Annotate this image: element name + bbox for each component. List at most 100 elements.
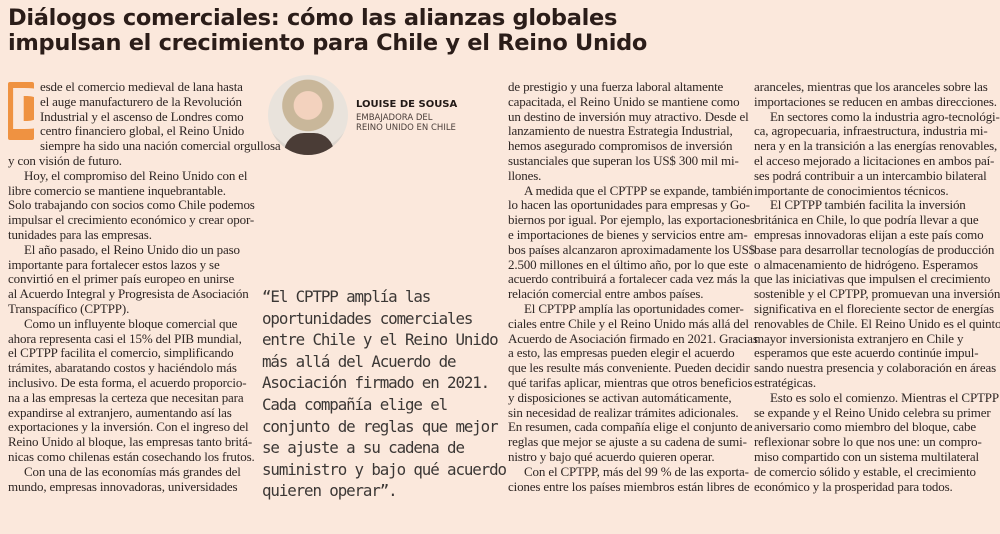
author-role: EMBAJADORA DEL REINO UNIDO EN CHILE [356, 113, 456, 133]
article-title: Diálogos comerciales: cómo las alianzas … [8, 6, 647, 56]
text-line: qué tarifas aplicar, mientras que otros … [508, 374, 753, 390]
quote-line: conjunto de reglas que mejor [262, 416, 499, 436]
drop-cap: D [8, 78, 55, 143]
text-line: bos países alcanzaron aproximadamente lo… [508, 241, 756, 257]
quote-line: más allá del Acuerdo de [262, 351, 457, 371]
paragraph: En sectores como la industria agro-tecno… [754, 108, 1000, 199]
quote-line: entre Chile y el Reino Unido [262, 330, 499, 350]
text-line: 2.500 millones en el último año, por lo … [508, 256, 749, 272]
text-line: a esto, las empresas pueden elegir el ac… [508, 345, 735, 361]
text-line: Transpacífico (CPTPP). [8, 300, 130, 316]
text-line: económico y la prosperidad para todos. [754, 478, 953, 494]
pull-quote: “El CPTPP amplía las oportunidades comerc… [262, 286, 507, 502]
text-line: reglas que mejor se ajuste a su cadena d… [508, 434, 747, 450]
text-line: Como un influyente bloque comercial que [24, 315, 238, 331]
text-line: reflexionar sobre lo que nos une: un com… [754, 434, 982, 450]
paragraph: A medida que el CPTPP se expande, tambié… [508, 183, 756, 302]
text-line: biernos por igual. Por ejemplo, las expo… [508, 212, 755, 228]
text-line: nicas como chilenas están cosechando los… [8, 448, 255, 464]
text-line: convirtió en el primer país europeo en u… [8, 271, 235, 287]
paragraph: de prestigio y una fuerza laboral altame… [508, 79, 749, 184]
text-line: centro financiero global, el Reino Unido [40, 123, 245, 139]
article-column-3: aranceles, mientras que los aranceles so… [754, 79, 1000, 494]
text-line: ses podrá contribuir a un intercambio bi… [754, 167, 987, 183]
paragraph: Con una de las economías más grandes del… [8, 463, 248, 495]
text-line: El CPTPP también facilita la inversión [770, 197, 966, 213]
quote-line: oportunidades comerciales [262, 308, 473, 328]
paragraph: Hoy, el compromiso del Reino Unido con e… [8, 167, 255, 243]
text-line: ca, agropecuaria, infraestructura, indus… [754, 123, 988, 139]
text-line: que las iniciativas que impulsen el crec… [754, 271, 991, 287]
text-line: nera y en la transición a las energías r… [754, 138, 998, 154]
text-line: estratégicas. [754, 374, 816, 390]
text-line: En sectores como la industria agro-tecno… [770, 108, 1000, 124]
text-line: Hoy, el compromiso del Reino Unido con e… [24, 167, 248, 183]
title-line: impulsan el crecimiento para Chile y el … [8, 30, 648, 56]
text-line: que les resulte más conveniente. Pueden … [508, 360, 750, 376]
text-line: lanzamiento de nuestra Estrategia Indust… [508, 123, 733, 139]
text-line: acuerdo contribuirá a fortalecer cada ve… [508, 271, 750, 287]
text-line: Esto es solo el comienzo. Mientras el CP… [770, 389, 999, 405]
paragraph: Como un influyente bloque comercial que a… [8, 315, 255, 465]
quote-line: “El CPTPP amplía las [262, 287, 431, 306]
text-line: mayor inversionista extranjero en Chile … [754, 330, 964, 346]
text-line: aniversario como miembro del bloque, cab… [754, 419, 976, 435]
text-line: Con el CPTPP, más del 99 % de las export… [524, 463, 749, 479]
text-line: el CPTPP facilita el comercio, simplific… [8, 345, 234, 361]
text-line: El CPTPP amplía las oportunidades comer- [524, 300, 744, 316]
text-line: se expande y el Reino Unido celebra su p… [754, 404, 991, 420]
text-line: esperamos que este acuerdo continúe impu… [754, 345, 979, 361]
text-line: base para desarrollar tecnologías de pro… [754, 241, 995, 257]
author-name: LOUISE DE SOUSA [356, 99, 458, 110]
text-line: importante para fortalecer estos lazos y… [8, 256, 220, 272]
text-line: siempre ha sido una nación comercial org… [40, 138, 281, 154]
text-line: na a las empresas la certeza que necesit… [8, 389, 244, 405]
text-line: significativa en el floreciente sector d… [754, 300, 994, 316]
author-photo [268, 75, 348, 155]
text-line: esde el comercio medieval de lana hasta [40, 79, 243, 94]
text-line: y disposiciones se activan automáticamen… [508, 389, 732, 405]
text-line: ciales entre Chile y el Reino Unido más … [508, 315, 749, 331]
text-line: sostenible y el CPTPP, promuevan una inv… [754, 286, 1000, 302]
quote-line: se ajuste a su cadena de [262, 438, 465, 458]
text-line: y con visión de futuro. [8, 152, 122, 168]
quote-line: Asociación firmado en 2021. [262, 373, 490, 393]
text-line: empresas innovadoras elijan a este país … [754, 226, 984, 242]
article-column-2: de prestigio y una fuerza laboral altame… [508, 79, 758, 495]
text-line: hemos asegurado compromisos de inversión [508, 138, 733, 154]
author-block: LOUISE DE SOUSA EMBAJADORA DEL REINO UNI… [268, 75, 498, 160]
text-line: miso compartido con un sistema multilate… [754, 448, 979, 464]
text-line: un destino de inversión muy atractivo. D… [508, 108, 749, 124]
text-line: importante de conocimientos técnicos. [754, 182, 949, 198]
text-line: lo hacen las oportunidades para empresas… [508, 197, 750, 213]
text-line: renovables de Chile. El Reino Unido es e… [754, 315, 1000, 331]
text-line: ahora representa casi el 15% del PIB mun… [8, 330, 242, 346]
text-line: relación comercial entre ambos países. [508, 286, 704, 302]
text-line: capacitada, el Reino Unido se mantiene c… [508, 93, 740, 109]
text-line: Industrial y el ascenso de Londres como [40, 108, 244, 124]
text-line: En resumen, cada compañía elige el conju… [508, 419, 753, 435]
paragraph: El CPTPP amplía las oportunidades comer-… [508, 300, 758, 465]
quote-line: Cada compañía elige el [262, 394, 448, 414]
text-line: nistro y bajo qué acuerdo quieren operar… [508, 448, 715, 464]
text-line: aranceles, mientras que los aranceles so… [754, 79, 988, 94]
text-line: de prestigio y una fuerza laboral altame… [508, 79, 724, 94]
quote-line: quieren operar”. [262, 481, 398, 501]
quote-line: suministro y bajo qué acuerdo [262, 459, 507, 479]
text-line: llones. [508, 167, 542, 183]
text-line: e importaciones de bienes y servicios en… [508, 226, 748, 242]
text-line: sando nuestra presencia y colaboración e… [754, 360, 997, 376]
text-line: Solo trabajando con socios como Chile po… [8, 197, 255, 213]
paragraph: Con el CPTPP, más del 99 % de las export… [508, 463, 750, 495]
text-line: británica en Chile, lo que podría llevar… [754, 212, 979, 228]
text-line: importaciones se reducen en ambas direcc… [754, 93, 997, 109]
text-line: Reino Unido al bloque, las empresas tant… [8, 434, 253, 450]
text-line: de comercio sólido y estable, el crecimi… [754, 463, 976, 479]
paragraph: aranceles, mientras que los aranceles so… [754, 79, 997, 110]
text-line: exportaciones y la inversión. Con el ing… [8, 419, 249, 435]
text-line: trámites, abaratando costos y haciéndolo… [8, 360, 237, 376]
title-line: Diálogos comerciales: cómo las alianzas … [8, 5, 618, 31]
text-line: sustanciales que superan los US$ 300 mil… [508, 152, 739, 168]
text-line: Con una de las economías más grandes del [24, 463, 241, 479]
